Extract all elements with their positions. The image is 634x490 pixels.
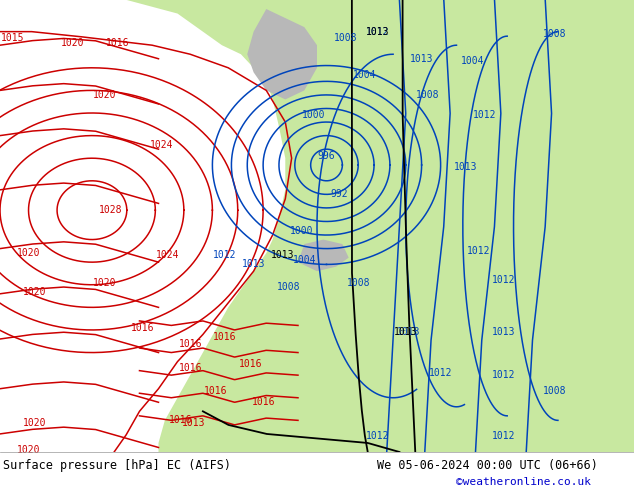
Text: 1013: 1013 xyxy=(454,162,478,172)
Text: 1016: 1016 xyxy=(169,416,193,425)
Text: 1015: 1015 xyxy=(1,33,25,44)
Text: 1016: 1016 xyxy=(131,323,155,333)
Text: 1008: 1008 xyxy=(333,33,358,44)
Text: 1012: 1012 xyxy=(492,275,516,285)
Text: 1013: 1013 xyxy=(410,54,434,64)
Text: 1012: 1012 xyxy=(213,250,237,260)
Text: 1008: 1008 xyxy=(416,90,440,100)
Text: 1004: 1004 xyxy=(292,255,316,265)
Text: 1012: 1012 xyxy=(473,110,497,120)
Polygon shape xyxy=(127,0,634,452)
Text: 1000: 1000 xyxy=(289,225,313,236)
Text: 1013: 1013 xyxy=(397,327,421,337)
Text: 1012: 1012 xyxy=(492,370,516,380)
Text: 1008: 1008 xyxy=(276,282,301,292)
Text: 1016: 1016 xyxy=(251,397,275,407)
Text: 1020: 1020 xyxy=(61,38,85,48)
Text: 1013: 1013 xyxy=(394,327,418,337)
Text: 1016: 1016 xyxy=(178,364,202,373)
Text: 1024: 1024 xyxy=(150,140,174,149)
Text: 1012: 1012 xyxy=(492,431,516,441)
Text: 1016: 1016 xyxy=(204,386,228,396)
Polygon shape xyxy=(298,240,349,271)
Text: 1016: 1016 xyxy=(238,359,262,369)
Text: 1028: 1028 xyxy=(99,205,123,215)
Text: 1020: 1020 xyxy=(16,248,41,258)
Polygon shape xyxy=(247,9,317,99)
Text: 1013: 1013 xyxy=(492,327,516,337)
Text: 1020: 1020 xyxy=(23,417,47,428)
Text: ©weatheronline.co.uk: ©weatheronline.co.uk xyxy=(456,477,592,487)
Text: We 05-06-2024 00:00 UTC (06+66): We 05-06-2024 00:00 UTC (06+66) xyxy=(377,459,598,472)
Text: 1020: 1020 xyxy=(16,445,41,455)
Text: 1008: 1008 xyxy=(543,29,567,39)
Text: 996: 996 xyxy=(318,151,335,161)
Text: 1012: 1012 xyxy=(365,26,389,37)
Text: 1008: 1008 xyxy=(346,277,370,288)
Text: 1012: 1012 xyxy=(429,368,453,378)
Text: 1013: 1013 xyxy=(270,250,294,260)
Text: 1013: 1013 xyxy=(242,259,266,270)
Text: 1016: 1016 xyxy=(105,38,129,48)
Text: Surface pressure [hPa] EC (AIFS): Surface pressure [hPa] EC (AIFS) xyxy=(3,459,231,472)
Text: 1024: 1024 xyxy=(156,250,180,260)
Text: 1000: 1000 xyxy=(302,110,326,120)
Text: 1016: 1016 xyxy=(178,339,202,348)
Text: 1016: 1016 xyxy=(213,332,237,342)
Text: 1012: 1012 xyxy=(467,246,491,256)
Text: 1020: 1020 xyxy=(23,287,47,296)
Text: 1013: 1013 xyxy=(365,26,389,37)
Text: 1008: 1008 xyxy=(543,386,567,396)
Text: 1020: 1020 xyxy=(93,90,117,100)
Text: 992: 992 xyxy=(330,189,348,199)
Text: 1004: 1004 xyxy=(460,56,484,66)
Text: 1013: 1013 xyxy=(181,417,205,428)
Text: 1004: 1004 xyxy=(353,70,377,79)
Text: 1020: 1020 xyxy=(93,277,117,288)
Text: 1012: 1012 xyxy=(365,431,389,441)
